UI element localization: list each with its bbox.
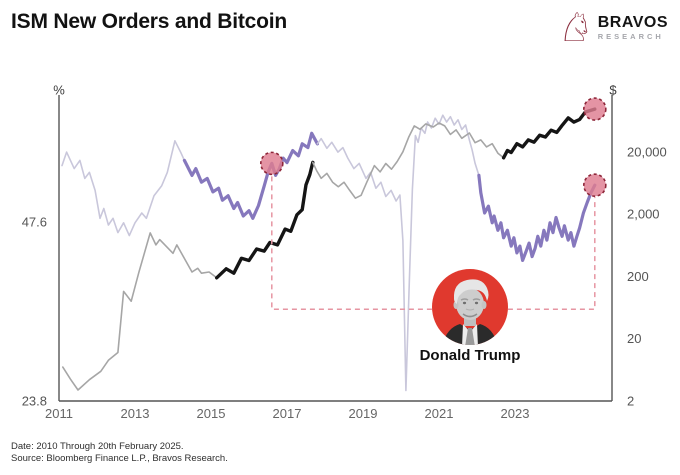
- ism-highlight-line: [477, 173, 597, 262]
- x-axis-tick-label: 2023: [501, 406, 530, 421]
- x-axis-tick-label: 2011: [45, 406, 73, 421]
- x-axis-tick-label: 2017: [273, 406, 302, 421]
- trump-annotation-label: Donald Trump: [419, 347, 521, 364]
- btc-highlight-line: [501, 107, 597, 160]
- footer-source-note: Source: Bloomberg Finance L.P., Bravos R…: [11, 453, 228, 464]
- x-axis-tick-label: 2013: [121, 406, 150, 421]
- brand-name: BRAVOS: [597, 14, 668, 31]
- dashed-connector-line: [271, 176, 596, 311]
- btc-highlight-line: [215, 160, 315, 280]
- btc-series-line: [312, 122, 505, 199]
- trump-photo-icon: [432, 269, 508, 345]
- highlight-marker-circle: [259, 151, 284, 176]
- donald-trump-portrait: [432, 269, 508, 345]
- right-axis-tick-label: 20: [627, 331, 641, 346]
- brand-logo: ♘ BRAVOS RESEARCH: [558, 5, 668, 51]
- ism-highlight-line: [182, 131, 319, 220]
- right-axis-tick-label: 2,000: [627, 207, 660, 222]
- page-title: ISM New Orders and Bitcoin: [11, 10, 288, 33]
- right-axis-tick-label: 2: [627, 394, 634, 409]
- highlight-marker-circle: [582, 97, 607, 121]
- right-axis-unit-label: $: [609, 82, 617, 98]
- footer-date-note: Date: 2010 Through 20th February 2025.: [11, 441, 184, 452]
- left-axis-tick-label: 23.8: [22, 394, 47, 409]
- x-axis-tick-label: 2015: [197, 406, 226, 421]
- btc-series-line: [62, 232, 218, 391]
- ism-series-line: [61, 140, 186, 237]
- right-axis-tick-label: 20,000: [627, 144, 667, 159]
- left-axis-unit-label: %: [53, 82, 65, 98]
- ism-series-line: [316, 114, 480, 392]
- right-axis-tick-label: 200: [627, 269, 649, 284]
- x-axis-tick-label: 2019: [349, 406, 378, 421]
- x-axis-tick-label: 2021: [425, 406, 454, 421]
- highlight-marker-circle: [582, 173, 607, 197]
- left-axis-tick-label: 47.6: [22, 215, 47, 230]
- brand-subtitle: RESEARCH: [597, 32, 664, 41]
